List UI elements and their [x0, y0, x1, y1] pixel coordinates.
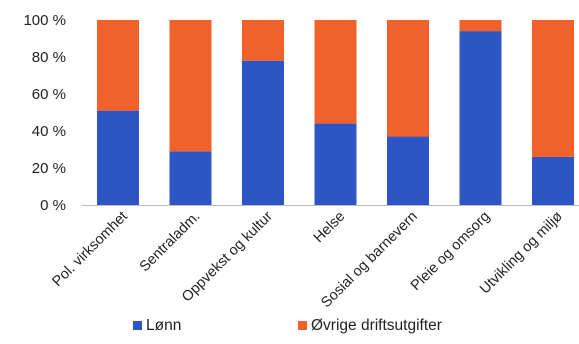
legend-label-ovrige: Øvrige driftsutgifter: [311, 317, 442, 334]
bar-lonn-6: [532, 156, 574, 205]
y-tick-label: 20 %: [32, 160, 66, 177]
bar-ovrige-3: [314, 20, 357, 124]
legend-label-lonn: Lønn: [146, 317, 181, 334]
bars: [97, 20, 574, 206]
bar-lonn-5: [459, 31, 502, 205]
x-tick-label: Helse: [311, 209, 349, 247]
bar-ovrige-5: [459, 20, 502, 32]
y-tick-label: 0 %: [40, 197, 66, 214]
bar-ovrige-0: [97, 20, 139, 111]
y-tick-label: 40 %: [32, 123, 66, 140]
bar-ovrige-4: [387, 20, 429, 137]
bar-lonn-4: [387, 136, 429, 205]
bar-ovrige-6: [532, 20, 574, 157]
y-axis: 0 % 20 % 40 % 60 % 80 % 100 %: [23, 12, 66, 214]
x-tick-label: Pol. virksomhet: [49, 209, 130, 290]
legend: Lønn Øvrige driftsutgifter: [133, 317, 442, 334]
legend-swatch-ovrige: [298, 321, 307, 330]
legend-swatch-lonn: [133, 321, 142, 330]
y-tick-label: 100 %: [23, 12, 66, 29]
y-tick-label: 80 %: [32, 49, 66, 66]
bar-lonn-2: [242, 60, 284, 206]
bar-ovrige-2: [242, 20, 284, 61]
y-tick-label: 60 %: [32, 86, 66, 103]
bar-lonn-1: [169, 151, 212, 205]
x-axis-labels: Pol. virksomhet Sentraladm.Oppvekst og ku…: [49, 208, 565, 311]
bar-ovrige-1: [169, 20, 212, 152]
x-tick-label: Pleie og omsorg: [408, 209, 493, 294]
x-tick-label: Sentraladm.: [137, 209, 204, 276]
bar-lonn-3: [314, 123, 357, 205]
bar-lonn-0: [97, 110, 139, 205]
